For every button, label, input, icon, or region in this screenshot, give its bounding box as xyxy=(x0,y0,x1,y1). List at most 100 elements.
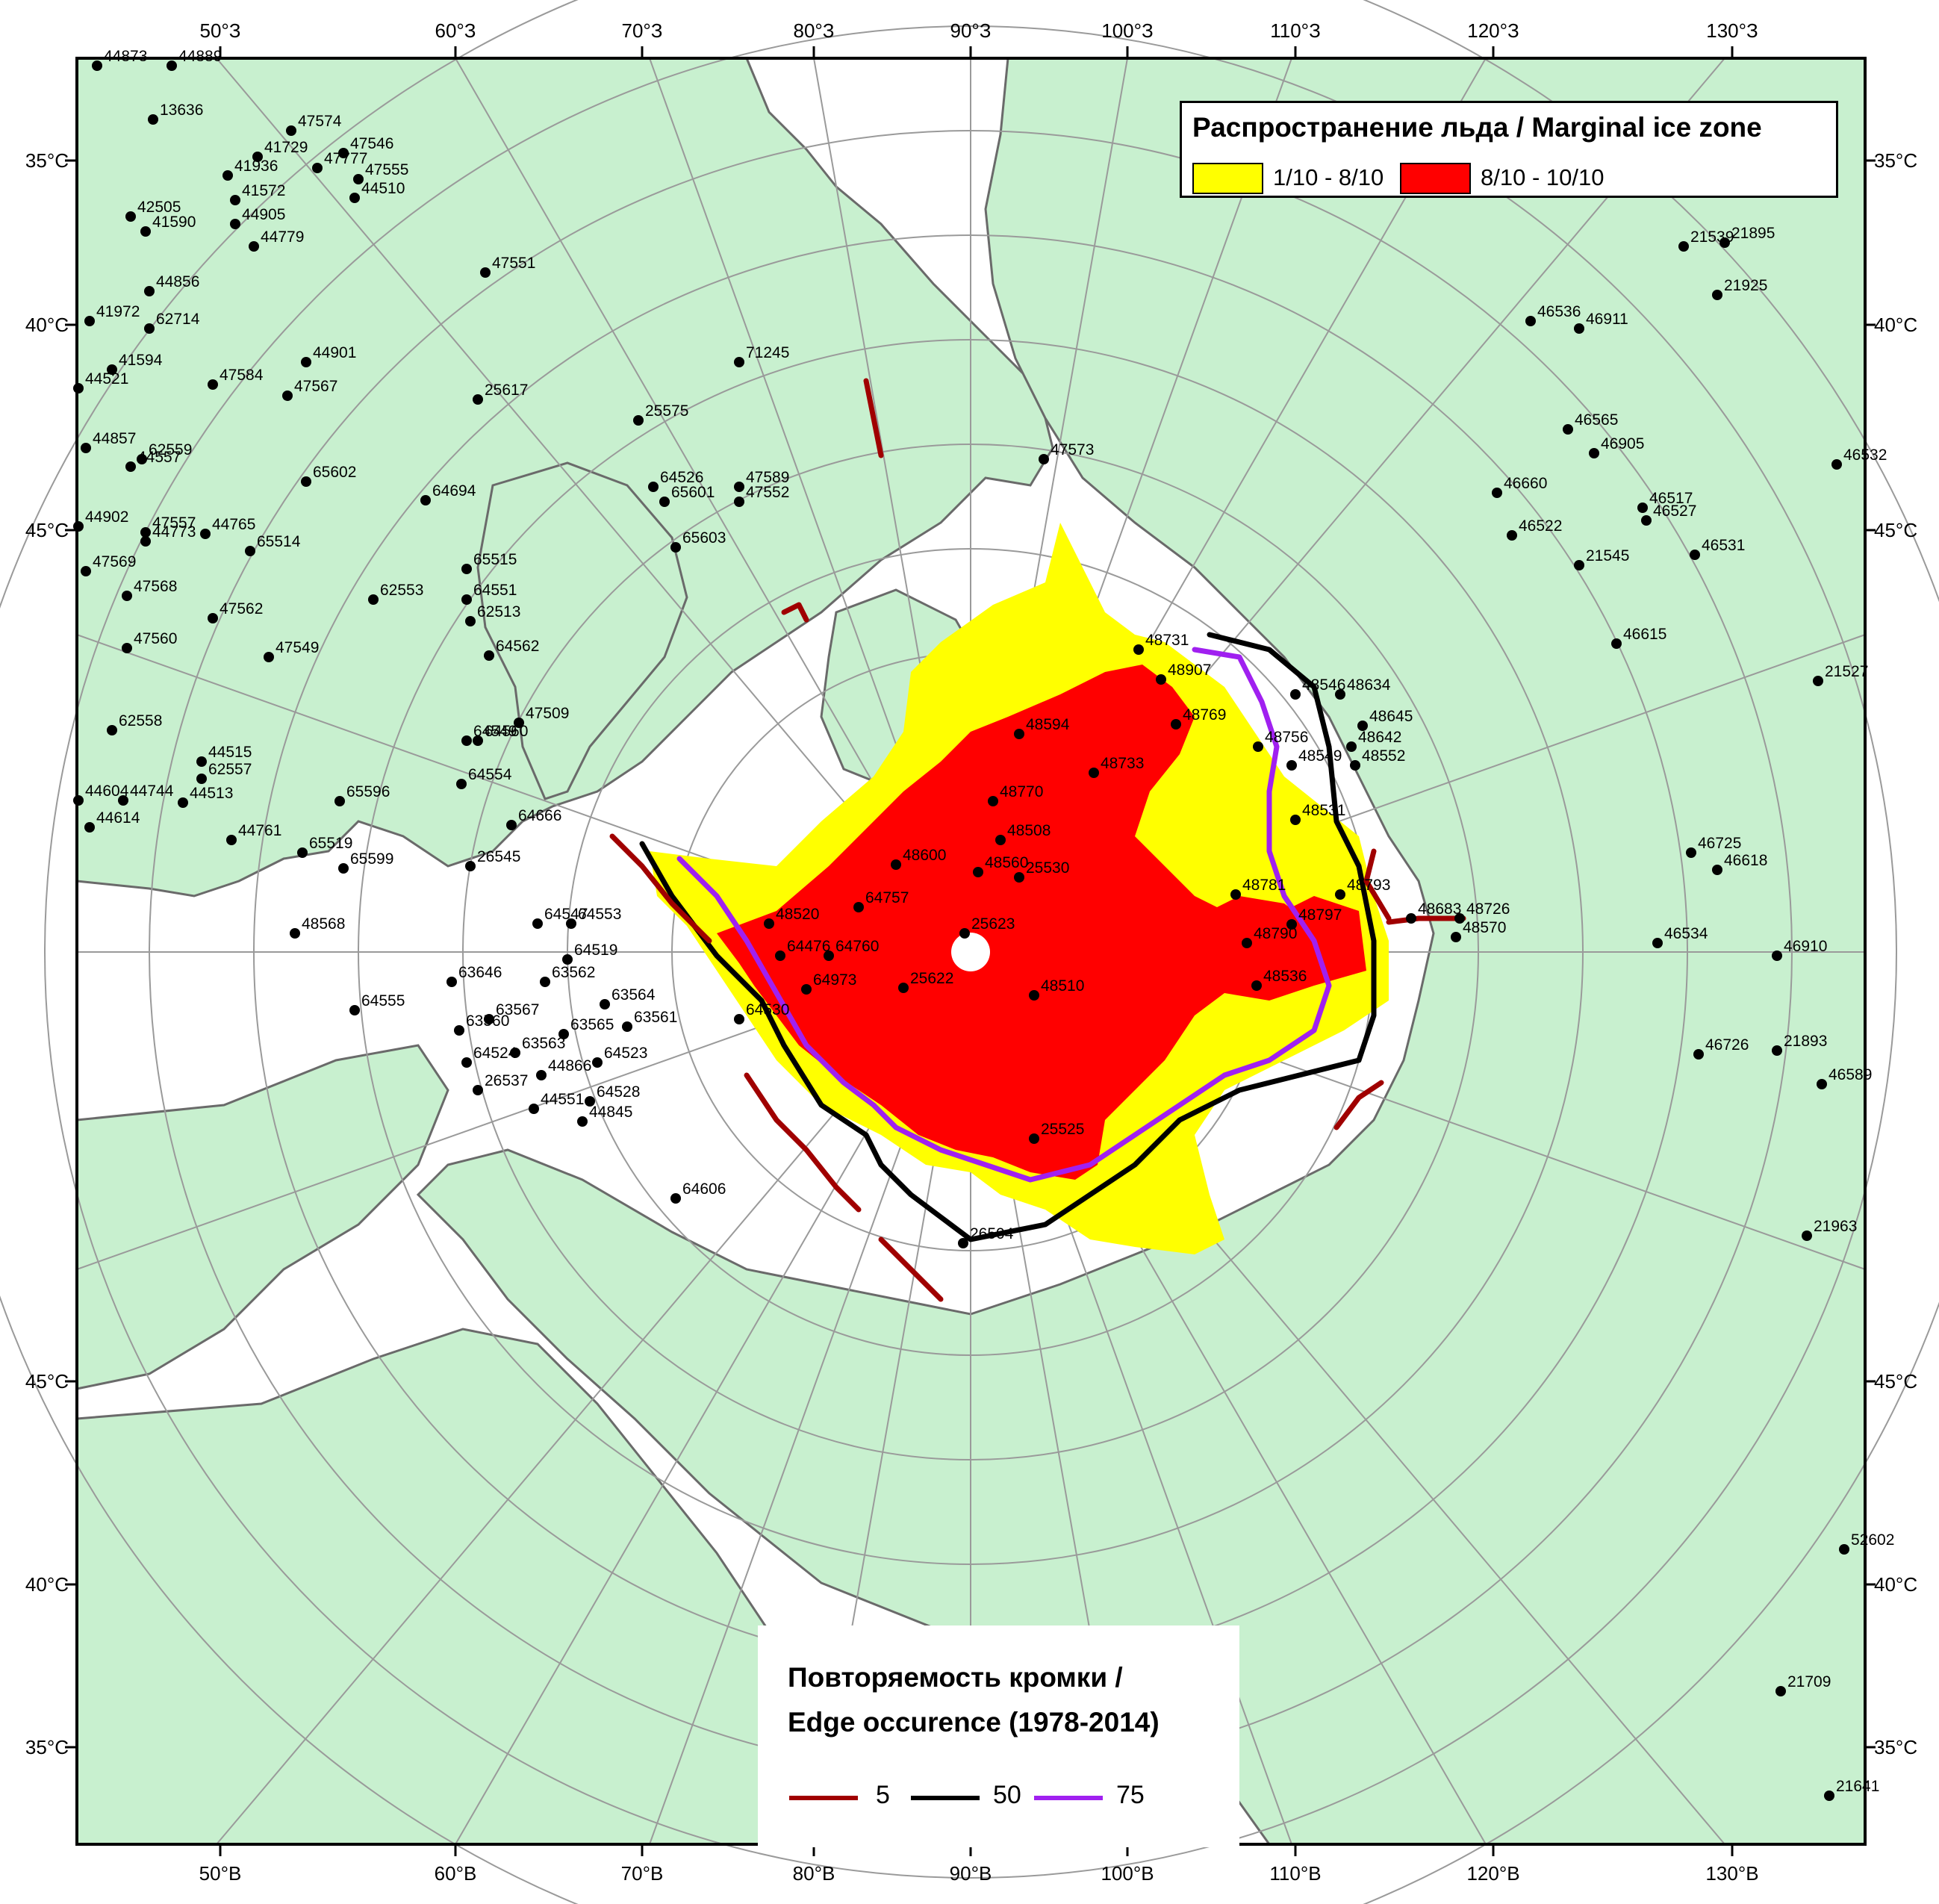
station-dot xyxy=(1014,729,1024,739)
edge-line-75 xyxy=(676,647,1332,1183)
edge-legend-title: Повторяемость кромки / Edge occurence (1… xyxy=(788,1655,1160,1745)
station-marker: 44557 xyxy=(125,449,181,472)
station-label: 47562 xyxy=(220,600,263,617)
station-dot xyxy=(764,918,774,929)
station-label: 65519 xyxy=(309,835,352,852)
station-label: 44873 xyxy=(104,48,147,65)
station-marker: 21893 xyxy=(1772,1033,1827,1056)
station-label: 47557 xyxy=(152,514,196,532)
station-label: 21641 xyxy=(1836,1778,1879,1795)
station-marker: 47549 xyxy=(264,639,319,662)
station-label: 21527 xyxy=(1825,663,1868,680)
station-dot xyxy=(81,566,91,576)
station-label: 41936 xyxy=(234,158,278,175)
station-dot xyxy=(775,951,785,961)
station-label: 46910 xyxy=(1784,938,1827,955)
station-dot xyxy=(456,779,467,789)
station-marker: 64549 xyxy=(461,723,517,746)
station-label: 62557 xyxy=(208,761,252,778)
station-marker: 47546 xyxy=(338,135,393,158)
station-label: 63561 xyxy=(634,1009,677,1026)
station-dot xyxy=(118,795,128,806)
station-dot xyxy=(1253,741,1263,752)
station-marker: 44773 xyxy=(140,523,196,547)
station-dot xyxy=(420,495,431,505)
axis-left-label: 40°C xyxy=(25,314,69,336)
station-marker: 21925 xyxy=(1712,277,1767,300)
station-dot xyxy=(1029,1133,1039,1144)
station-label: 44857 xyxy=(93,430,136,447)
station-marker: 47557 xyxy=(140,514,196,538)
station-marker: 62558 xyxy=(107,712,162,735)
station-dot xyxy=(107,364,117,375)
station-label: 65515 xyxy=(473,551,517,568)
station-label: 65599 xyxy=(350,850,393,868)
edge-line-5 xyxy=(1386,915,1466,925)
station-label: 64528 xyxy=(597,1083,640,1101)
station-label: 64476 xyxy=(787,938,830,955)
station-marker: 25525 xyxy=(1029,1121,1084,1144)
station-marker: 64523 xyxy=(592,1045,647,1068)
station-label: 47551 xyxy=(492,255,535,272)
station-dot xyxy=(290,928,300,939)
station-marker: 41936 xyxy=(222,158,278,181)
station-dot xyxy=(230,219,240,229)
station-marker: 48568 xyxy=(290,915,345,939)
station-label: 47549 xyxy=(276,639,319,656)
station-dot xyxy=(1335,689,1345,700)
station-dot xyxy=(454,1025,464,1036)
axis-top-label: 120°З xyxy=(1467,19,1519,42)
station-dot xyxy=(532,918,543,929)
station-label: 44905 xyxy=(242,206,285,223)
station-dot xyxy=(301,476,311,487)
station-label: 52602 xyxy=(1851,1531,1894,1549)
edge-legend-line-5 xyxy=(789,1796,858,1800)
station-dot xyxy=(659,497,670,507)
station-label: 64562 xyxy=(496,638,539,655)
station-marker: 44614 xyxy=(84,809,140,833)
station-marker: 64526 xyxy=(648,469,703,492)
land-greenland xyxy=(476,461,688,800)
station-label: 46565 xyxy=(1575,411,1618,429)
station-label: 44889 xyxy=(178,48,222,65)
station-marker: 65514 xyxy=(245,533,301,556)
station-dot xyxy=(349,193,360,203)
station-dot xyxy=(633,415,644,426)
station-marker: 48756 xyxy=(1253,729,1308,752)
station-label: 65601 xyxy=(671,484,715,501)
axis-top-label: 50°З xyxy=(199,19,240,42)
station-label: 44901 xyxy=(313,344,356,361)
station-marker: 44510 xyxy=(349,180,405,203)
station-dot xyxy=(566,918,576,929)
station-marker: 46517 xyxy=(1637,490,1693,513)
station-label: 47574 xyxy=(298,113,342,130)
station-label: 44773 xyxy=(152,523,196,541)
station-marker: 44604 xyxy=(73,783,129,806)
station-dot xyxy=(144,286,155,296)
station-marker: 44765 xyxy=(200,516,255,539)
station-marker: 44744 xyxy=(118,783,174,806)
station-dot xyxy=(338,148,349,158)
station-label: 65514 xyxy=(257,533,301,550)
station-marker: 47574 xyxy=(286,113,342,136)
station-dot xyxy=(1507,530,1517,541)
station-marker: 44866 xyxy=(536,1057,591,1080)
station-dot xyxy=(473,394,483,405)
station-dot xyxy=(148,114,158,125)
station-dot xyxy=(1824,1791,1834,1801)
station-label: 25617 xyxy=(485,382,528,399)
station-label: 48520 xyxy=(776,906,819,923)
station-dot xyxy=(1802,1231,1812,1241)
station-marker: 48560 xyxy=(973,854,1028,877)
station-marker: 64757 xyxy=(853,889,909,912)
station-marker: 64973 xyxy=(801,971,856,995)
station-marker: 41590 xyxy=(140,214,196,237)
station-dot xyxy=(592,1057,603,1068)
station-marker: 25530 xyxy=(1014,859,1069,883)
station-label: 62714 xyxy=(156,311,200,328)
station-marker: 65519 xyxy=(297,835,352,858)
station-label: 64973 xyxy=(813,971,856,989)
station-label: 21893 xyxy=(1784,1033,1827,1050)
station-label: 46911 xyxy=(1586,311,1628,328)
station-label: 64523 xyxy=(604,1045,647,1062)
